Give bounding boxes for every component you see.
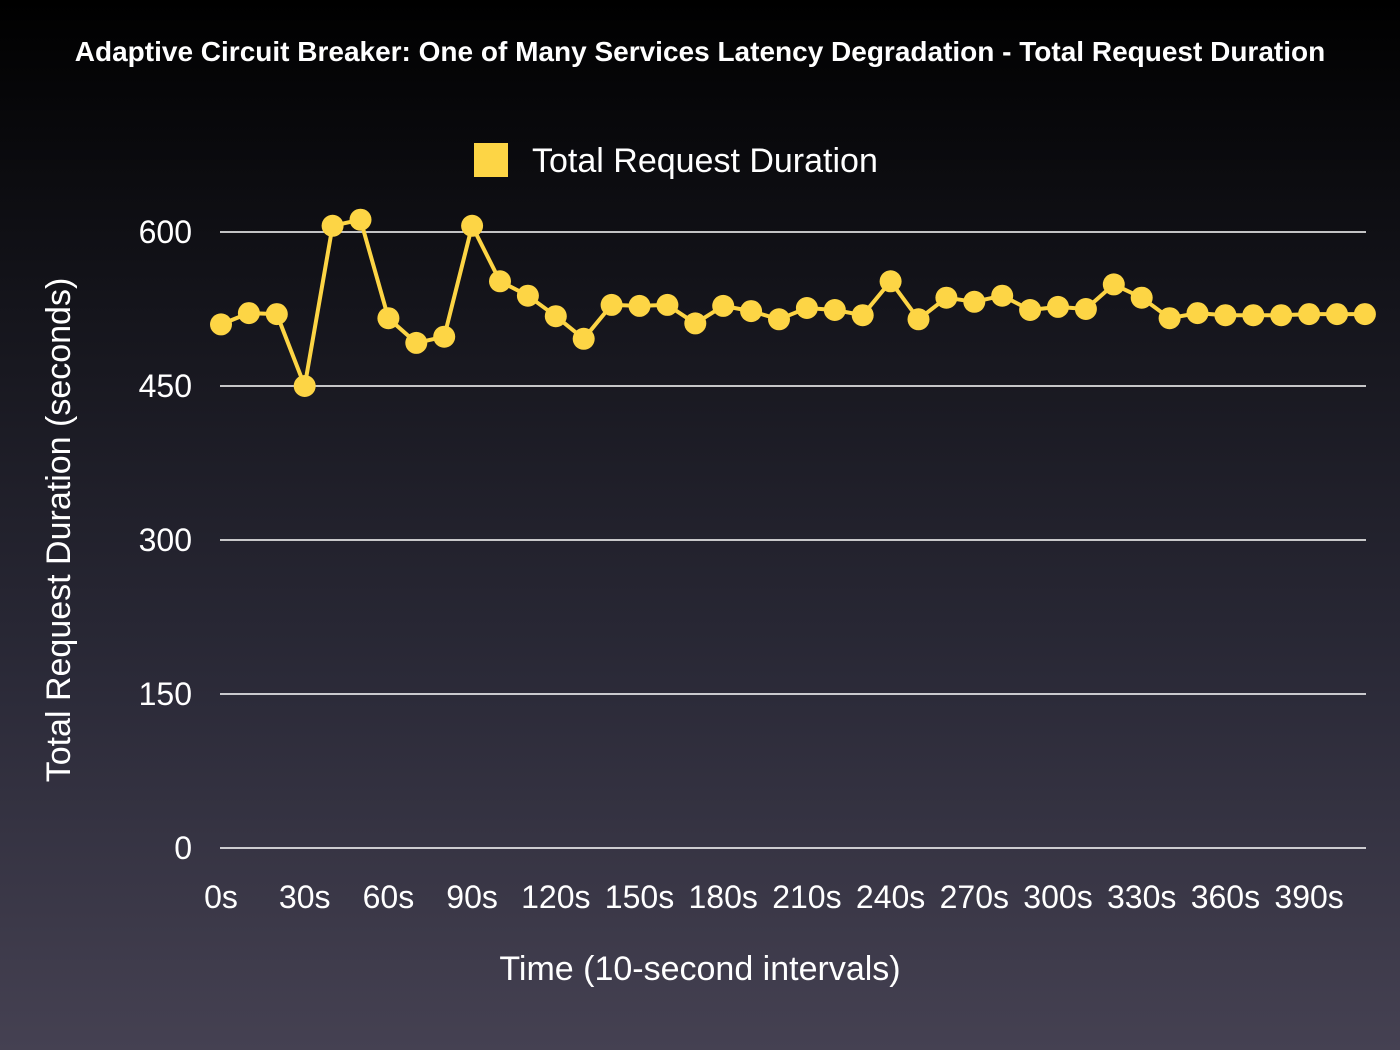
data-point — [851, 304, 874, 327]
data-point — [516, 284, 539, 307]
data-point — [1130, 286, 1153, 309]
gridlines — [220, 231, 1366, 849]
legend: Total Request Duration — [474, 142, 878, 180]
y-tick-label: 0 — [174, 830, 192, 866]
y-tick-label: 150 — [139, 676, 192, 712]
data-point — [684, 312, 707, 335]
data-point — [712, 294, 735, 317]
data-point — [1186, 302, 1209, 325]
data-point — [795, 297, 818, 319]
x-tick-label: 390s — [1274, 879, 1343, 915]
x-tick-label: 0s — [204, 879, 238, 915]
series-line-total-request-duration — [220, 217, 1365, 388]
data-point — [265, 303, 288, 326]
y-axis-title: Total Request Duration (seconds) — [40, 278, 78, 783]
data-point — [935, 286, 958, 309]
data-point — [1326, 303, 1348, 326]
data-point — [1047, 295, 1069, 318]
data-point — [544, 305, 567, 328]
data-point — [349, 208, 372, 231]
x-tick-label: 30s — [279, 879, 331, 915]
legend-swatch — [474, 143, 508, 177]
x-tick-label: 240s — [856, 879, 925, 915]
data-point — [628, 294, 651, 317]
x-tick-label: 210s — [772, 879, 841, 915]
y-tick-label: 450 — [139, 368, 192, 404]
legend-label: Total Request Duration — [532, 142, 878, 180]
data-point — [991, 284, 1014, 307]
y-tick-label: 300 — [139, 522, 192, 558]
data-point — [1019, 299, 1042, 321]
y-tick-label: 600 — [139, 214, 192, 250]
data-point — [489, 270, 511, 293]
x-tick-label: 300s — [1023, 879, 1092, 915]
x-tick-label: 60s — [363, 879, 415, 915]
data-point — [907, 308, 930, 331]
series-points — [210, 208, 1376, 397]
x-tick-label: 270s — [940, 879, 1009, 915]
x-tick-label: 360s — [1191, 879, 1260, 915]
data-point — [433, 325, 456, 348]
data-point — [1270, 304, 1293, 327]
data-point — [1074, 298, 1097, 320]
data-point — [321, 214, 344, 237]
data-point — [572, 327, 595, 350]
x-tick-label: 90s — [446, 879, 498, 915]
data-point — [740, 300, 763, 323]
x-axis-title: Time (10-second intervals) — [499, 950, 900, 988]
data-point — [405, 331, 428, 354]
data-point — [377, 307, 400, 330]
x-tick-label: 150s — [605, 879, 674, 915]
data-point — [1214, 304, 1237, 327]
data-point — [237, 302, 260, 325]
x-tick-label: 180s — [689, 879, 758, 915]
x-tick-label: 120s — [521, 879, 590, 915]
y-axis-ticks: 0 150 300 450 600 — [139, 214, 192, 866]
chart-title: Adaptive Circuit Breaker: One of Many Se… — [74, 36, 1326, 67]
data-point — [963, 290, 986, 313]
data-point — [1102, 273, 1125, 296]
data-point — [879, 270, 902, 293]
data-point — [461, 214, 484, 237]
x-tick-label: 330s — [1107, 879, 1176, 915]
data-point — [768, 308, 790, 331]
data-point — [600, 293, 623, 316]
data-point — [656, 293, 679, 316]
data-point — [1242, 304, 1265, 327]
x-axis-ticks: 0s 30s 60s 90s 120s 150s 180s 210s 240s 270s 300s 3… — [204, 879, 1344, 915]
data-point — [1353, 303, 1376, 326]
data-point — [210, 313, 232, 336]
data-point — [293, 375, 316, 397]
data-point — [823, 299, 846, 321]
data-point — [1298, 303, 1321, 326]
data-point — [1158, 307, 1181, 330]
